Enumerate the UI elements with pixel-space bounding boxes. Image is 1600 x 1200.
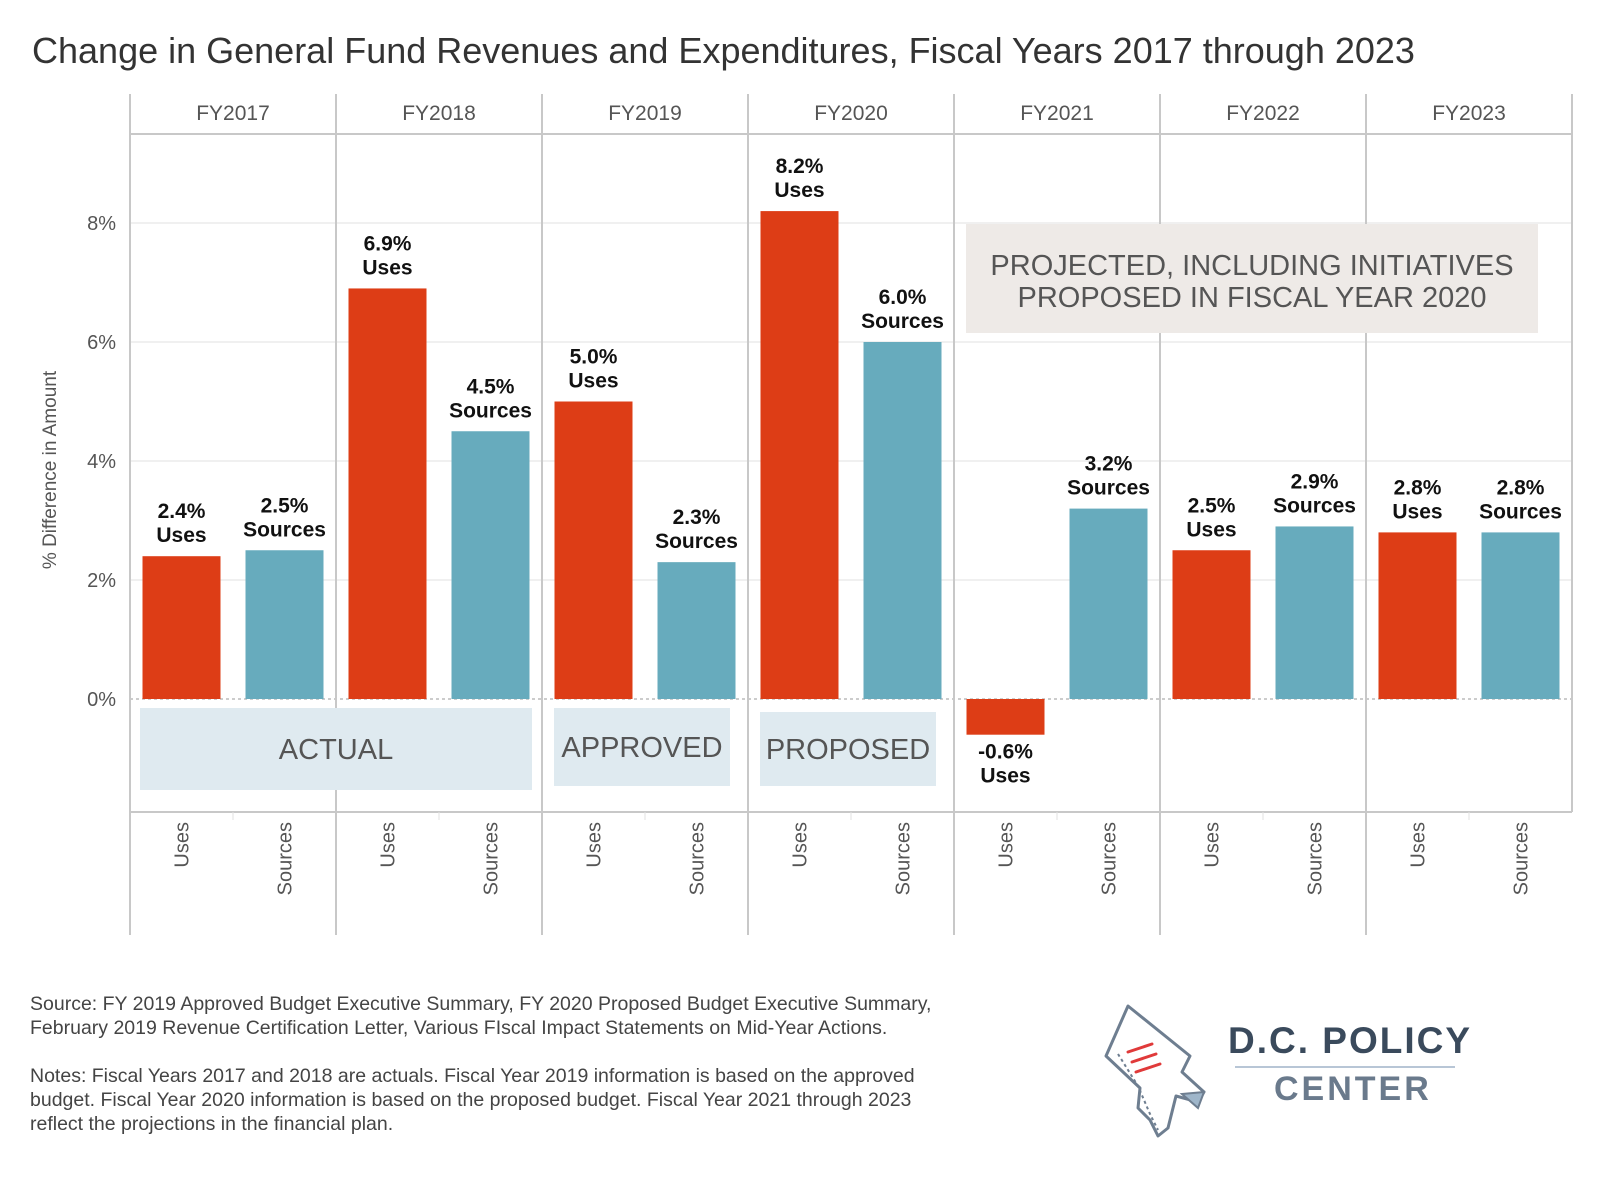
uses-bar-fy2023: [1378, 532, 1457, 699]
data-label-series: Sources: [861, 310, 944, 333]
x-category-label: Sources: [1305, 822, 1327, 895]
x-category-label: Uses: [1408, 822, 1430, 868]
group-header-fy2020: FY2020: [814, 102, 888, 125]
data-label-series: Uses: [1186, 518, 1236, 541]
group-header-fy2023: FY2023: [1432, 102, 1506, 125]
axes: 0% 2% 4% 6% 8% % Difference in Amount FY2017 FY…: [40, 102, 1533, 895]
data-label-value: -0.6%: [978, 741, 1033, 764]
data-label-series: Sources: [1479, 500, 1562, 523]
sources-bar-fy2022: [1275, 526, 1354, 699]
data-label-value: 6.0%: [879, 286, 927, 309]
data-label-value: 2.9%: [1291, 470, 1339, 493]
x-category-label: Uses: [172, 822, 194, 868]
data-label-value: 2.8%: [1497, 476, 1545, 499]
y-tick-label: 4%: [87, 451, 116, 473]
logo-text-primary: D.C. POLICY: [1228, 1020, 1473, 1061]
sources-bar-fy2018: [451, 431, 530, 699]
data-label-series: Uses: [568, 370, 618, 393]
chart-frame: [129, 94, 1573, 935]
phase-annotations: ACTUAL APPROVED PROPOSED PROJECTED, INCLUDI…: [140, 224, 1538, 790]
x-category-label: Sources: [893, 822, 915, 895]
uses-bar-fy2018: [348, 288, 427, 699]
x-category-label: Uses: [1202, 822, 1224, 868]
notes-text: Notes: Fiscal Years 2017 and 2018 are ac…: [30, 1065, 915, 1135]
x-category-label: Uses: [378, 822, 400, 868]
x-category-label: Sources: [687, 822, 709, 895]
uses-bar-fy2021: [966, 699, 1045, 735]
y-tick-label: 8%: [87, 213, 116, 235]
group-header-fy2022: FY2022: [1226, 102, 1300, 125]
group-header-fy2018: FY2018: [402, 102, 476, 125]
data-label-value: 2.8%: [1394, 476, 1442, 499]
projected-annotation-text: PROPOSED IN FISCAL YEAR 2020: [1017, 282, 1486, 314]
data-label-series: Uses: [156, 524, 206, 547]
x-category-label: Uses: [790, 822, 812, 868]
data-label-value: 2.3%: [673, 506, 721, 529]
sources-bar-fy2023: [1481, 532, 1560, 699]
y-tick-label: 2%: [87, 570, 116, 592]
sources-bar-fy2019: [657, 562, 736, 699]
actual-annotation-text: ACTUAL: [279, 734, 393, 766]
data-label-value: 2.5%: [1188, 494, 1236, 517]
projected-annotation-box: [966, 224, 1538, 333]
bars: [142, 211, 1560, 735]
chart-title: Change in General Fund Revenues and Expe…: [32, 30, 1415, 71]
y-axis-label: % Difference in Amount: [40, 370, 61, 569]
group-header-fy2019: FY2019: [608, 102, 682, 125]
x-category-label: Uses: [996, 822, 1018, 868]
bar-chart: ACTUAL APPROVED PROPOSED PROJECTED, INCLUDI…: [40, 94, 1573, 935]
data-label-series: Uses: [362, 256, 412, 279]
uses-bar-fy2020: [760, 211, 839, 699]
data-label-value: 3.2%: [1085, 453, 1133, 476]
sources-bar-fy2020: [863, 342, 942, 699]
data-label-series: Uses: [980, 765, 1030, 788]
logo-text-secondary: CENTER: [1274, 1070, 1432, 1108]
x-category-label: Sources: [275, 822, 297, 895]
x-category-label: Sources: [481, 822, 503, 895]
data-label-series: Sources: [1067, 477, 1150, 500]
data-label-value: 2.4%: [158, 500, 206, 523]
approved-annotation-box: [554, 708, 730, 786]
data-label-value: 8.2%: [776, 155, 824, 178]
group-header-fy2021: FY2021: [1020, 102, 1094, 125]
actual-annotation-box: [140, 708, 532, 790]
data-labels: 2.4%Uses6.9%Uses5.0%Uses8.2%Uses-0.6%Use…: [156, 155, 1562, 788]
uses-bar-fy2019: [554, 401, 633, 699]
data-label-value: 6.9%: [364, 232, 412, 255]
data-label-series: Uses: [774, 179, 824, 202]
sources-bar-fy2021: [1069, 508, 1148, 699]
data-label-value: 2.5%: [261, 494, 309, 517]
y-tick-label: 6%: [87, 332, 116, 354]
x-category-label: Sources: [1511, 822, 1533, 895]
data-label-series: Uses: [1392, 500, 1442, 523]
projected-annotation-text: PROJECTED, INCLUDING INITIATIVES: [990, 250, 1513, 282]
data-label-value: 4.5%: [467, 375, 515, 398]
sources-bar-fy2017: [245, 550, 324, 699]
data-label-series: Sources: [655, 530, 738, 553]
source-note: Source: FY 2019 Approved Budget Executiv…: [30, 993, 932, 1039]
dc-policy-center-logo: D.C. POLICY CENTER: [1098, 994, 1478, 1144]
data-label-series: Sources: [449, 399, 532, 422]
uses-bar-fy2022: [1172, 550, 1251, 699]
data-label-value: 5.0%: [570, 346, 618, 369]
group-header-fy2017: FY2017: [196, 102, 270, 125]
x-category-label: Uses: [584, 822, 606, 868]
approved-annotation-text: APPROVED: [561, 732, 722, 764]
data-label-series: Sources: [1273, 494, 1356, 517]
uses-bar-fy2017: [142, 556, 221, 699]
proposed-annotation-box: [760, 712, 936, 786]
logo-divider: [1235, 1066, 1455, 1068]
x-category-label: Sources: [1099, 822, 1121, 895]
data-label-series: Sources: [243, 518, 326, 541]
proposed-annotation-text: PROPOSED: [766, 734, 930, 766]
y-tick-label: 0%: [87, 689, 116, 711]
dc-map-document-icon: [1104, 1004, 1206, 1138]
